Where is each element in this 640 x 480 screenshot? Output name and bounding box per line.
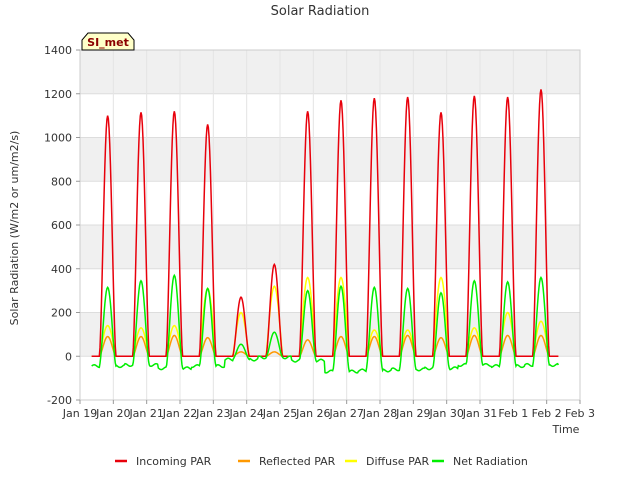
series-group bbox=[91, 89, 559, 374]
y-tick-label: -200 bbox=[47, 394, 72, 407]
plot-bands bbox=[80, 50, 580, 357]
x-tick-label: Jan 19 bbox=[62, 407, 97, 420]
y-tick-label: 1400 bbox=[44, 44, 72, 57]
y-tick-label: 800 bbox=[51, 175, 72, 188]
x-tick-label: Jan 23 bbox=[195, 407, 230, 420]
y-tick-label: 0 bbox=[65, 350, 72, 363]
x-tick-label: Jan 30 bbox=[428, 407, 463, 420]
plot-band bbox=[80, 50, 580, 94]
x-tick-label: Feb 1 bbox=[498, 407, 528, 420]
x-tick-label: Jan 24 bbox=[228, 407, 263, 420]
y-axis-label: Solar Radiation (W/m2 or um/m2/s) bbox=[8, 131, 21, 326]
x-tick-label: Jan 21 bbox=[128, 407, 163, 420]
x-tick-label: Jan 26 bbox=[295, 407, 330, 420]
legend-label-incoming: Incoming PAR bbox=[136, 455, 212, 468]
series-line-net bbox=[91, 273, 559, 374]
site-badge-shape bbox=[81, 32, 135, 51]
x-tick-label: Jan 31 bbox=[462, 407, 497, 420]
x-tick-label: Feb 3 bbox=[565, 407, 595, 420]
y-axis-ticks: -200 0 200 400 600 800 1000 1200 1400 bbox=[44, 44, 80, 407]
site-badge-label: SI_met bbox=[87, 36, 129, 49]
site-badge: SI_met bbox=[81, 32, 135, 51]
x-tick-label: Jan 27 bbox=[328, 407, 363, 420]
x-tick-label: Jan 28 bbox=[362, 407, 397, 420]
series-line-incoming bbox=[91, 89, 559, 357]
y-tick-label: 1000 bbox=[44, 132, 72, 145]
legend: Incoming PAR Reflected PAR Diffuse PAR Net … bbox=[115, 455, 528, 468]
legend-label-diffuse: Diffuse PAR bbox=[366, 455, 430, 468]
plot-band bbox=[80, 312, 580, 357]
legend-label-reflected: Reflected PAR bbox=[259, 455, 336, 468]
x-tick-label: Jan 22 bbox=[162, 407, 197, 420]
plot-band bbox=[80, 137, 580, 182]
chart-title: Solar Radiation bbox=[271, 4, 370, 19]
y-tick-label: 200 bbox=[51, 307, 72, 320]
y-tick-label: 400 bbox=[51, 263, 72, 276]
plot-band bbox=[80, 225, 580, 269]
x-tick-label: Jan 25 bbox=[262, 407, 297, 420]
x-tick-label: Jan 20 bbox=[95, 407, 130, 420]
y-tick-label: 600 bbox=[51, 219, 72, 232]
x-tick-label: Jan 29 bbox=[395, 407, 430, 420]
y-tick-label: 1200 bbox=[44, 88, 72, 101]
legend-label-net: Net Radiation bbox=[453, 455, 528, 468]
x-tick-label: Feb 2 bbox=[532, 407, 562, 420]
x-axis-label: Time bbox=[552, 423, 580, 436]
